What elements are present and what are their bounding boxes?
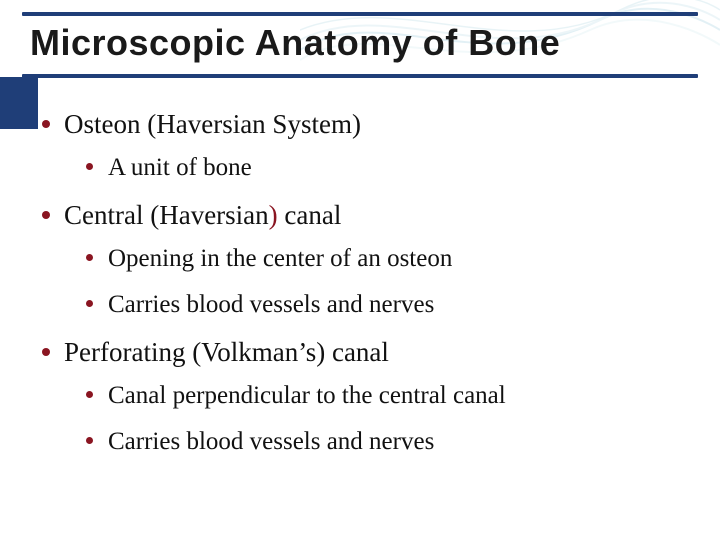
bullet-list-lvl2: Canal perpendicular to the central canal… (64, 378, 690, 461)
sub-bullet-item: Canal perpendicular to the central canal (82, 378, 690, 414)
sub-bullet-text: Canal perpendicular to the central canal (108, 382, 506, 409)
rule-under-title (22, 74, 698, 78)
sub-bullet-text: A unit of bone (108, 154, 252, 181)
slide-title: Microscopic Anatomy of Bone (30, 22, 560, 64)
sub-bullet-text: Opening in the center of an osteon (108, 245, 452, 272)
sub-bullet-item: A unit of bone (82, 150, 690, 186)
bullet-text: Osteon (Haversian System) (64, 109, 361, 139)
sub-bullet-item: Carries blood vessels and nerves (82, 287, 690, 323)
sub-bullet-item: Carries blood vessels and nerves (82, 424, 690, 460)
rule-top (22, 12, 698, 16)
bullet-list-lvl2: Opening in the center of an osteon Carri… (64, 241, 690, 324)
bullet-text-accent: ) (269, 200, 278, 230)
content-area: Osteon (Haversian System) A unit of bone… (38, 106, 690, 471)
bullet-text: Perforating (Volkman’s) canal (64, 337, 389, 367)
bullet-item: Osteon (Haversian System) A unit of bone (38, 106, 690, 187)
bullet-list-lvl2: A unit of bone (64, 150, 690, 186)
bullet-text-pre: Central (Haversian (64, 200, 269, 230)
bullet-item: Central (Haversian) canal Opening in the… (38, 197, 690, 324)
sub-bullet-text: Carries blood vessels and nerves (108, 428, 434, 455)
bullet-list-lvl1: Osteon (Haversian System) A unit of bone… (38, 106, 690, 461)
sub-bullet-text: Carries blood vessels and nerves (108, 291, 434, 318)
slide: Microscopic Anatomy of Bone Osteon (Have… (0, 0, 720, 540)
bullet-text-post: canal (278, 200, 342, 230)
sub-bullet-item: Opening in the center of an osteon (82, 241, 690, 277)
left-accent-block (0, 77, 38, 129)
bullet-item: Perforating (Volkman’s) canal Canal perp… (38, 334, 690, 461)
